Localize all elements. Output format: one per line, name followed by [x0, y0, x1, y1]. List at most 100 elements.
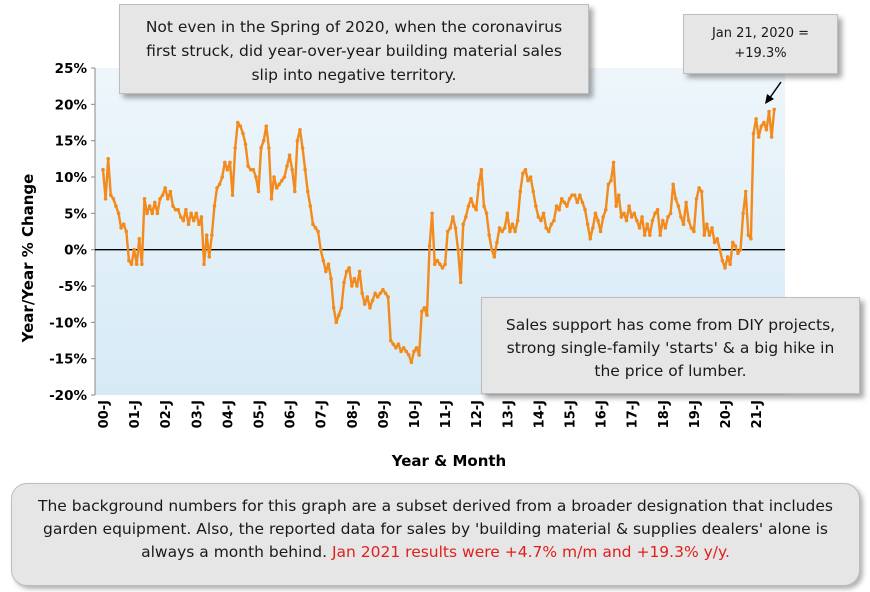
data-point: [751, 131, 756, 136]
data-point: [593, 211, 598, 216]
data-point: [140, 262, 144, 267]
data-point: [347, 266, 352, 270]
data-point: [158, 197, 162, 201]
data-point: [298, 127, 302, 132]
data-point: [362, 302, 367, 306]
callout-covid-line: first struck, did year-over-year buildin…: [146, 42, 562, 60]
data-point: [277, 182, 282, 187]
data-point: [427, 244, 432, 248]
data-point: [248, 167, 253, 172]
x-tick-label: 14-J: [532, 400, 547, 428]
data-point: [718, 247, 722, 252]
data-point: [230, 193, 235, 197]
data-point: [269, 197, 274, 201]
y-tick-label: -5%: [58, 279, 87, 295]
x-tick-label: 02-J: [159, 400, 174, 428]
data-point: [619, 215, 624, 219]
data-point: [324, 269, 328, 274]
data-point: [163, 186, 167, 190]
data-point: [699, 189, 704, 194]
data-point: [650, 218, 655, 223]
data-point: [653, 211, 657, 216]
y-tick-label: -15%: [49, 352, 87, 368]
data-point: [241, 131, 245, 136]
data-point: [575, 200, 580, 205]
data-point: [360, 291, 364, 296]
callout-covid-line: Not even in the Spring of 2020, when the…: [145, 18, 563, 36]
y-axis: -20% -15% -10% -5% 0% 5% 10% 15% 20% 25%: [49, 61, 96, 404]
data-point: [684, 200, 688, 205]
data-point: [523, 167, 528, 172]
data-point: [305, 189, 310, 194]
data-point: [767, 109, 771, 114]
data-point: [373, 291, 377, 296]
data-point: [176, 207, 180, 212]
data-point: [399, 349, 403, 354]
data-point: [528, 175, 533, 179]
data-point: [280, 178, 284, 183]
data-point: [225, 167, 230, 172]
data-point: [622, 211, 626, 216]
data-point: [736, 251, 740, 256]
data-point: [552, 218, 556, 223]
data-point: [378, 291, 383, 296]
data-point: [702, 233, 707, 237]
data-point: [326, 262, 331, 267]
data-point: [559, 197, 564, 201]
data-point: [508, 229, 512, 234]
data-point: [671, 182, 675, 187]
data-point: [422, 306, 427, 310]
data-point: [531, 189, 536, 194]
data-point: [502, 226, 507, 230]
x-tick-label: 08-J: [346, 400, 361, 428]
data-point: [352, 276, 357, 281]
data-point: [228, 160, 232, 165]
data-point: [549, 222, 554, 227]
y-tick-label: 10%: [55, 170, 88, 186]
x-tick-label: 15-J: [564, 400, 579, 428]
data-point: [334, 320, 339, 325]
data-point: [570, 193, 574, 197]
data-point: [259, 146, 263, 150]
data-point: [720, 258, 725, 263]
data-point: [409, 360, 414, 365]
data-point: [645, 222, 650, 227]
data-point: [407, 353, 411, 357]
data-point: [557, 207, 561, 212]
data-point: [458, 280, 463, 285]
data-point: [235, 120, 240, 125]
data-point: [357, 269, 362, 274]
data-point: [300, 146, 305, 150]
data-point: [103, 197, 108, 201]
data-point: [686, 218, 691, 223]
data-point: [567, 197, 572, 201]
data-point: [238, 124, 243, 128]
data-point: [697, 186, 701, 190]
data-point: [124, 229, 129, 234]
x-tick-label: 20-J: [719, 400, 734, 428]
data-point: [611, 160, 616, 165]
data-point: [487, 233, 491, 237]
data-point: [723, 266, 727, 270]
x-tick-label: 09-J: [377, 400, 392, 428]
data-point: [417, 353, 421, 357]
footnote-text: The background numbers for this graph ar…: [37, 497, 834, 561]
data-point: [295, 138, 300, 143]
data-point: [202, 262, 206, 267]
data-point: [290, 167, 294, 172]
data-point: [565, 204, 569, 208]
data-point: [365, 295, 370, 299]
x-axis: 00-J 01-J 02-J 03-J 04-J 05-J 06-J 07-J 08-J 09-J…: [97, 400, 765, 428]
data-point: [370, 298, 375, 303]
data-point: [210, 233, 214, 237]
data-point: [375, 295, 380, 299]
data-point: [648, 233, 652, 237]
data-point: [642, 233, 647, 237]
callout-diy-line: the price of lumber.: [594, 362, 747, 380]
data-point: [681, 222, 686, 227]
data-point: [394, 345, 398, 350]
data-point: [526, 178, 530, 183]
y-tick-label: -20%: [49, 388, 87, 404]
x-tick-label: 04-J: [221, 400, 236, 428]
x-tick-label: 12-J: [470, 400, 485, 428]
